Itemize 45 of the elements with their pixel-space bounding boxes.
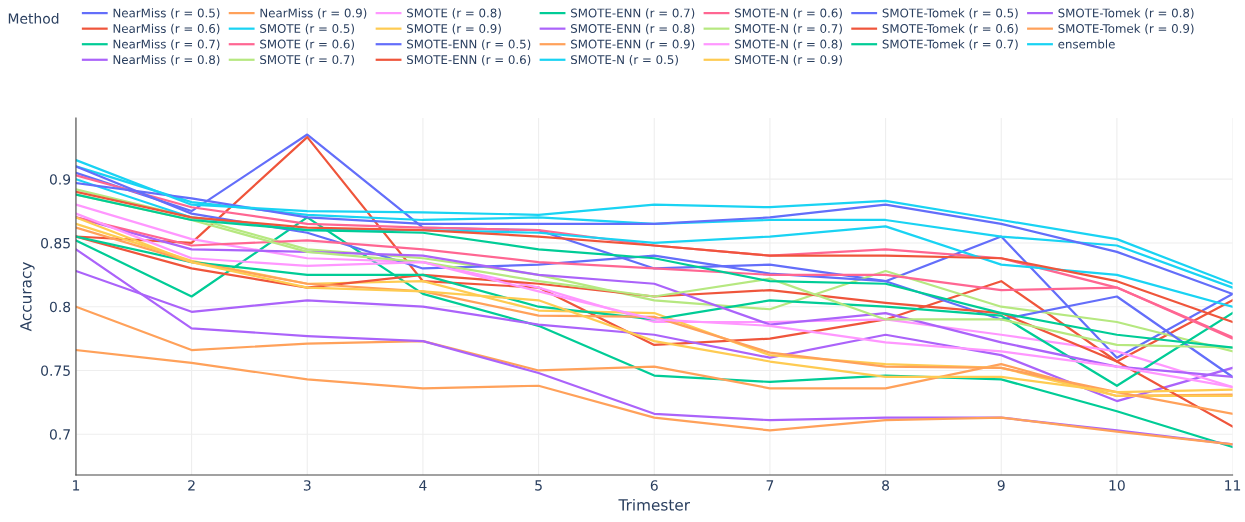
x-tick-label: 11	[1225, 480, 1241, 491]
legend-label: SMOTE-N (r = 0.6)	[735, 8, 842, 19]
legend-label: NearMiss (r = 0.6)	[113, 23, 220, 35]
x-tick-label: 1	[73, 480, 80, 491]
x-axis-title: Trimester	[618, 498, 691, 511]
y-tick-label: 0.75	[41, 365, 70, 376]
legend-label: SMOTE-Tomek (r = 0.8)	[1058, 8, 1194, 19]
legend-label: SMOTE-N (r = 0.7)	[735, 23, 842, 35]
y-tick-label: 0.7	[49, 429, 70, 440]
legend-label: NearMiss (r = 0.5)	[113, 8, 220, 19]
legend-label: SMOTE-ENN (r = 0.6)	[407, 54, 531, 66]
legend-label: SMOTE-ENN (r = 0.5)	[407, 39, 531, 50]
x-tick-label: 9	[997, 480, 1005, 491]
legend-label: NearMiss (r = 0.8)	[113, 54, 220, 66]
legend-label: SMOTE-ENN (r = 0.9)	[571, 39, 695, 50]
x-tick-label: 10	[1109, 480, 1125, 491]
legend-label: SMOTE (r = 0.6)	[260, 39, 354, 50]
legend-label: SMOTE (r = 0.7)	[260, 54, 354, 66]
legend-label: SMOTE (r = 0.9)	[407, 23, 501, 35]
legend-label: SMOTE-N (r = 0.9)	[735, 54, 842, 66]
y-tick-label: 0.9	[49, 174, 71, 185]
legend-label: SMOTE-ENN (r = 0.7)	[571, 8, 695, 19]
x-tick-label: 4	[419, 480, 427, 491]
legend-label: SMOTE-Tomek (r = 0.5)	[882, 8, 1018, 19]
y-tick-label: 0.8	[49, 301, 71, 313]
legend-label: SMOTE-N (r = 0.8)	[735, 39, 842, 50]
legend-label: SMOTE (r = 0.8)	[407, 8, 501, 19]
y-tick-label: 0.85	[41, 237, 70, 249]
y-axis-title: Accuracy	[20, 262, 35, 332]
legend-label: SMOTE-Tomek (r = 0.6)	[882, 23, 1018, 35]
legend-label: NearMiss (r = 0.7)	[113, 39, 220, 50]
legend-title: Method	[8, 13, 59, 24]
x-tick-label: 7	[766, 480, 774, 491]
x-tick-label: 6	[650, 480, 658, 491]
legend-label: ensemble	[1058, 39, 1115, 49]
legend-label: SMOTE-Tomek (r = 0.7)	[882, 39, 1018, 50]
legend-label: SMOTE-N (r = 0.5)	[571, 54, 678, 66]
legend-label: SMOTE-Tomek (r = 0.9)	[1058, 23, 1194, 35]
x-tick-label: 8	[882, 480, 890, 491]
legend-label: SMOTE (r = 0.5)	[260, 23, 354, 35]
x-tick-label: 3	[303, 480, 311, 491]
legend-label: NearMiss (r = 0.9)	[260, 8, 367, 19]
legend-label: SMOTE-ENN (r = 0.8)	[571, 23, 695, 35]
x-tick-label: 2	[188, 480, 195, 491]
x-tick-label: 5	[535, 480, 542, 491]
